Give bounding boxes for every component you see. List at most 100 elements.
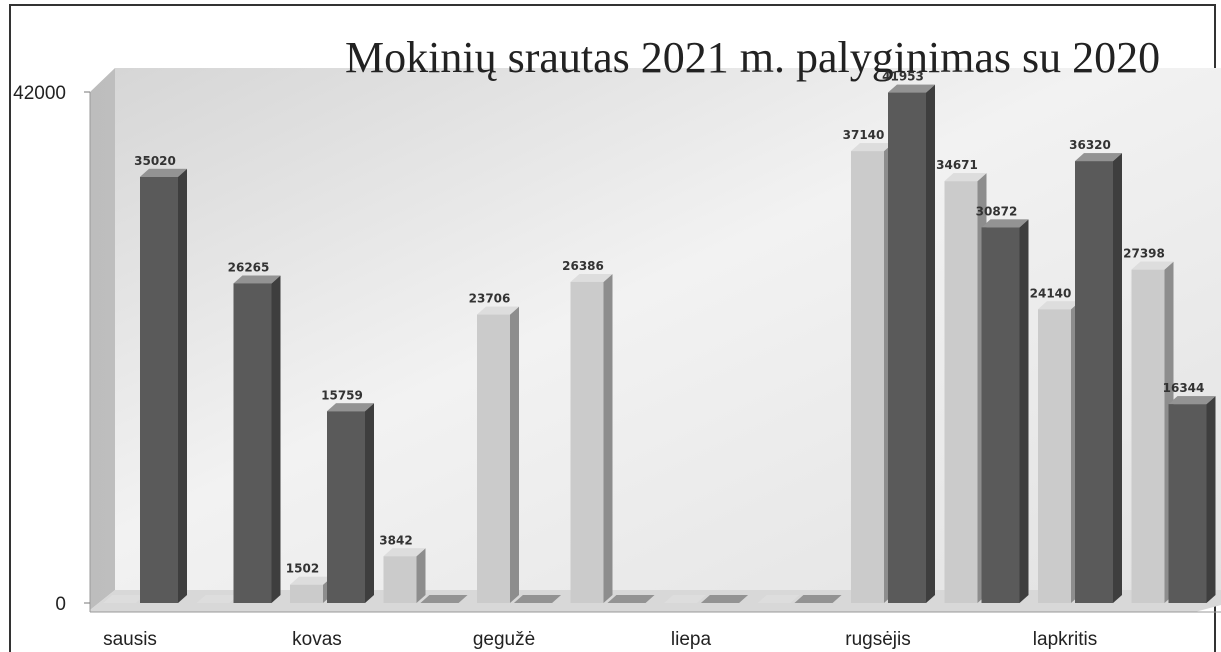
bar-top-light: [701, 595, 748, 603]
bar-top: [1131, 261, 1174, 270]
bar-top: [514, 595, 561, 603]
bar-top: [981, 219, 1029, 228]
bar-top-light: [327, 403, 374, 412]
bar-top-light: [981, 219, 1029, 228]
bar-top-light: [851, 143, 893, 152]
value-label: 1502: [286, 562, 319, 576]
bar-top-light: [103, 595, 145, 603]
bar: [888, 92, 926, 603]
bar-side: [1206, 396, 1216, 603]
value-label: 15759: [321, 388, 363, 402]
bar-top: [477, 306, 519, 315]
bar: [981, 227, 1020, 603]
x-tick-label: sausis: [103, 629, 157, 650]
value-label: 16344: [1163, 381, 1205, 395]
bar-side-shade: [365, 403, 374, 603]
bar-top-light: [140, 168, 187, 177]
y-tick-label: 0: [55, 594, 66, 615]
bar-top-light: [477, 306, 519, 315]
bar-top-light: [1168, 396, 1216, 405]
bar-top-light: [1075, 153, 1122, 162]
bar-top-light: [794, 595, 842, 603]
bar-side: [510, 306, 519, 603]
bar-side-shade: [178, 168, 187, 603]
x-tick-label: gegužė: [473, 629, 535, 650]
bar-top: [851, 143, 893, 152]
bar-side-shade: [926, 84, 935, 603]
value-label: 36320: [1069, 138, 1111, 152]
bar-side-shade: [603, 273, 613, 603]
bar-top: [1075, 153, 1122, 162]
bar-top: [888, 84, 935, 93]
value-label: 26386: [562, 259, 604, 273]
bar: [140, 176, 178, 603]
bar-top-light: [570, 273, 613, 282]
value-label: 27398: [1123, 247, 1165, 261]
bar-side: [603, 273, 613, 603]
value-label: 30872: [976, 204, 1018, 218]
value-label: 3842: [379, 533, 412, 547]
value-label: 37140: [843, 128, 885, 142]
value-label: 26265: [228, 260, 270, 274]
bar-side-shade: [510, 306, 519, 603]
bar-top-light: [664, 595, 706, 603]
bar-top: [383, 548, 426, 557]
bar-top: [327, 403, 374, 412]
bar-top: [664, 595, 706, 603]
bar-top-light: [944, 173, 987, 182]
bar-side-shade: [1206, 396, 1216, 603]
bar-side-shade: [1019, 219, 1029, 603]
bar: [570, 281, 604, 603]
bar-top: [233, 275, 281, 284]
bar-top: [1038, 301, 1080, 310]
bar-top: [196, 595, 239, 603]
bar-top: [701, 595, 748, 603]
value-label: 23706: [469, 292, 511, 306]
bar-top: [290, 576, 332, 585]
x-tick-label: kovas: [292, 629, 342, 650]
bar-top-light: [290, 576, 332, 585]
bar-top: [944, 173, 987, 182]
bar-top-light: [514, 595, 561, 603]
bar-top: [607, 595, 655, 603]
bar: [1168, 404, 1207, 603]
bar-top: [570, 273, 613, 282]
bar-side: [271, 275, 281, 603]
y-tick-label: 42000: [13, 83, 66, 104]
bar-top-light: [196, 595, 239, 603]
bar-top: [757, 595, 800, 603]
x-tick-label: rugsėjis: [845, 629, 910, 650]
value-label: 34671: [936, 158, 978, 172]
chart-title: Mokinių srautas 2021 m. palyginimas su 2…: [345, 33, 1160, 82]
back-wall: [115, 68, 1221, 590]
bar-top-light: [888, 84, 935, 93]
bar-top: [1168, 396, 1216, 405]
bar: [233, 283, 272, 603]
bar-side-shade: [1113, 153, 1122, 603]
x-tick-label: lapkritis: [1033, 629, 1097, 650]
bar: [851, 151, 884, 603]
bar-top-light: [383, 548, 426, 557]
bar-top-light: [233, 275, 281, 284]
bar-side: [1019, 219, 1029, 603]
bar-top-light: [420, 595, 468, 603]
bar: [477, 314, 510, 603]
value-label: 24140: [1030, 286, 1072, 300]
bar-side: [1113, 153, 1122, 603]
bar: [290, 584, 323, 603]
bar: [1038, 309, 1071, 603]
bar: [1131, 269, 1165, 603]
bar-top-light: [1131, 261, 1174, 270]
bar-top: [103, 595, 145, 603]
bar-top-light: [757, 595, 800, 603]
bar: [944, 181, 978, 603]
bar-top: [794, 595, 842, 603]
bar-side: [178, 168, 187, 603]
bar: [383, 556, 417, 603]
bar-top-light: [1038, 301, 1080, 310]
bar-side: [365, 403, 374, 603]
value-label: 35020: [134, 154, 176, 168]
bar-top: [420, 595, 468, 603]
bar-side: [926, 84, 935, 603]
bar-side-shade: [416, 548, 426, 603]
